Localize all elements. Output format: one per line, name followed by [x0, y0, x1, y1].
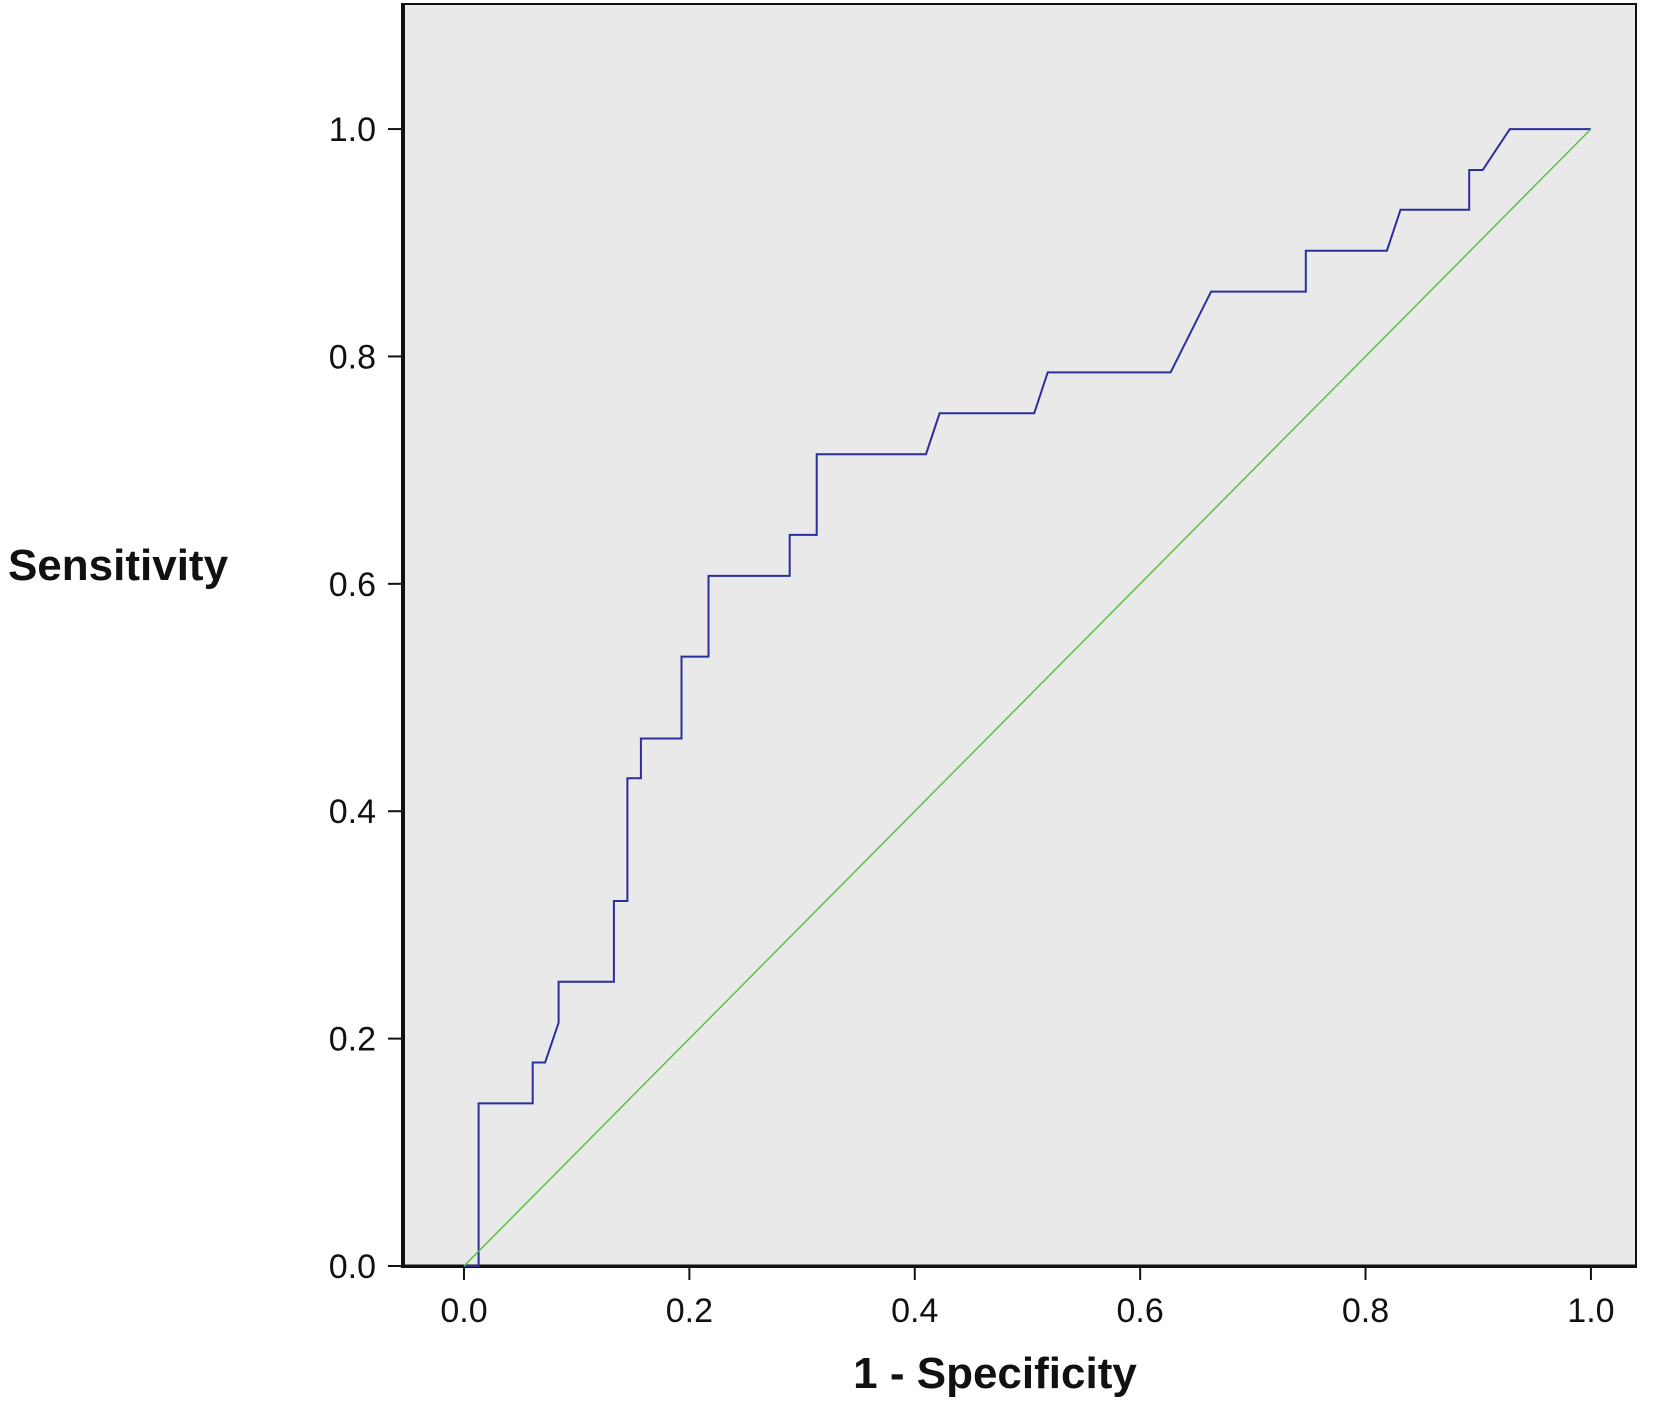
roc-curve-line: [464, 128, 1591, 1267]
y-tick-label: 0.0: [329, 1248, 376, 1286]
y-tick-label: 0.4: [329, 793, 376, 831]
x-tick-label: 0.0: [440, 1292, 487, 1330]
x-tick-label: 0.4: [891, 1292, 938, 1330]
plot-background: [401, 3, 1637, 1268]
y-tick-label: 0.6: [329, 566, 376, 604]
series-layer: [463, 128, 1592, 1267]
reference-diagonal-line: [463, 128, 1592, 1267]
x-ticks: 0.0 0.2 0.4 0.6 0.8 1.0: [440, 1266, 1615, 1330]
x-tick-label: 0.2: [666, 1292, 713, 1330]
x-tick-label: 0.8: [1342, 1292, 1389, 1330]
x-tick-label: 1.0: [1567, 1292, 1614, 1330]
x-axis-title: 1 - Specificity: [853, 1349, 1137, 1398]
y-tick-label: 1.0: [329, 111, 376, 149]
y-tick-label: 0.2: [329, 1021, 376, 1059]
y-tick-label: 0.8: [329, 338, 376, 376]
y-axis-title: Sensitivity: [8, 541, 229, 590]
x-tick-label: 0.6: [1117, 1292, 1164, 1330]
y-ticks: 0.0 0.2 0.4 0.6 0.8 1.0: [329, 111, 402, 1286]
